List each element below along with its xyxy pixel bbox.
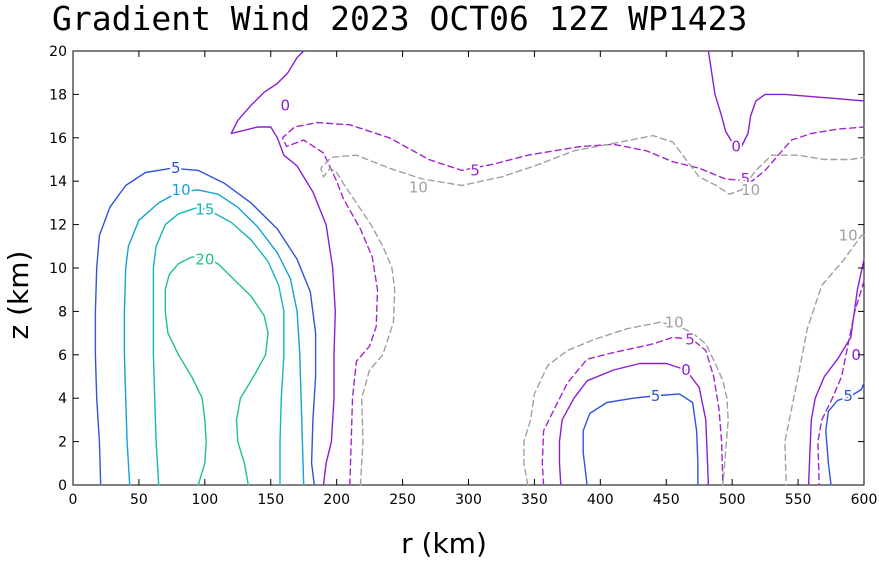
contour-label: 5 [171,159,181,177]
contour-lines [94,50,865,486]
x-tick-label: 400 [587,492,614,508]
contour-line-neg5-2 [817,280,865,486]
contour-line-20-0 [164,256,269,486]
contour-line-0-0 [230,50,336,486]
chart-title: Gradient Wind 2023 OCT06 12Z WP1423 [52,0,747,38]
x-tick-label: 450 [653,492,680,508]
y-tick-label: 20 [49,44,67,60]
x-tick-label: 200 [323,492,350,508]
contour-label: 10 [839,226,858,244]
contour-line-neg10-2 [784,234,865,486]
contour-line-0-3 [807,258,865,486]
x-tick-label: 550 [785,492,812,508]
x-tick-label: 600 [851,492,878,508]
y-tick-label: 18 [49,87,67,103]
axis-ticks: 0 50 100 150 200 250 300 350 400 450 500 550 6000246… [49,44,877,508]
x-tick-label: 300 [455,492,482,508]
contour-line-10-0 [123,189,305,486]
plot-frame [72,50,865,486]
y-axis-title: z (km) [2,251,35,340]
y-tick-label: 4 [58,391,67,407]
contour-label: 0 [731,137,741,155]
contour-label: 15 [195,200,214,218]
contour-label: 5 [470,161,480,179]
contour-line-0-2 [707,50,865,148]
contour-label: 20 [195,250,214,268]
contour-label: 5 [741,170,751,188]
y-tick-label: 0 [58,478,67,494]
contour-label: 0 [280,96,290,114]
contour-label: 0 [681,361,691,379]
contour-label: 5 [685,331,695,349]
y-tick-label: 8 [58,304,67,320]
contour-label: 10 [665,313,684,331]
contour-line-5-2 [825,382,865,486]
contour-line-neg5-1 [541,336,724,486]
contour-label: 10 [409,179,428,197]
y-tick-label: 10 [49,261,67,277]
y-tick-label: 6 [58,348,67,364]
contour-line-neg10-1 [523,321,729,486]
x-tick-label: 0 [69,492,78,508]
contour-line-neg5-0 [281,121,865,486]
y-tick-label: 12 [49,218,67,234]
contour-label: 10 [741,181,760,199]
contour-label: 0 [851,346,861,364]
contour-label: 10 [172,181,191,199]
x-axis-title: r (km) [401,527,487,560]
contour-label: 5 [843,387,853,405]
contour-line-15-0 [152,206,285,486]
contour-line-neg10-0 [320,134,865,486]
x-tick-label: 350 [521,492,548,508]
x-tick-label: 500 [719,492,746,508]
contour-label: 5 [651,387,661,405]
x-tick-label: 150 [257,492,284,508]
x-tick-label: 250 [389,492,416,508]
y-tick-label: 2 [58,435,67,451]
contour-line-5-1 [582,393,699,486]
y-tick-label: 16 [49,131,67,147]
y-tick-label: 14 [49,174,67,190]
x-tick-label: 50 [130,492,148,508]
contour-line-5-0 [94,167,317,486]
x-tick-label: 100 [191,492,218,508]
contour-line-0-1 [558,362,710,486]
